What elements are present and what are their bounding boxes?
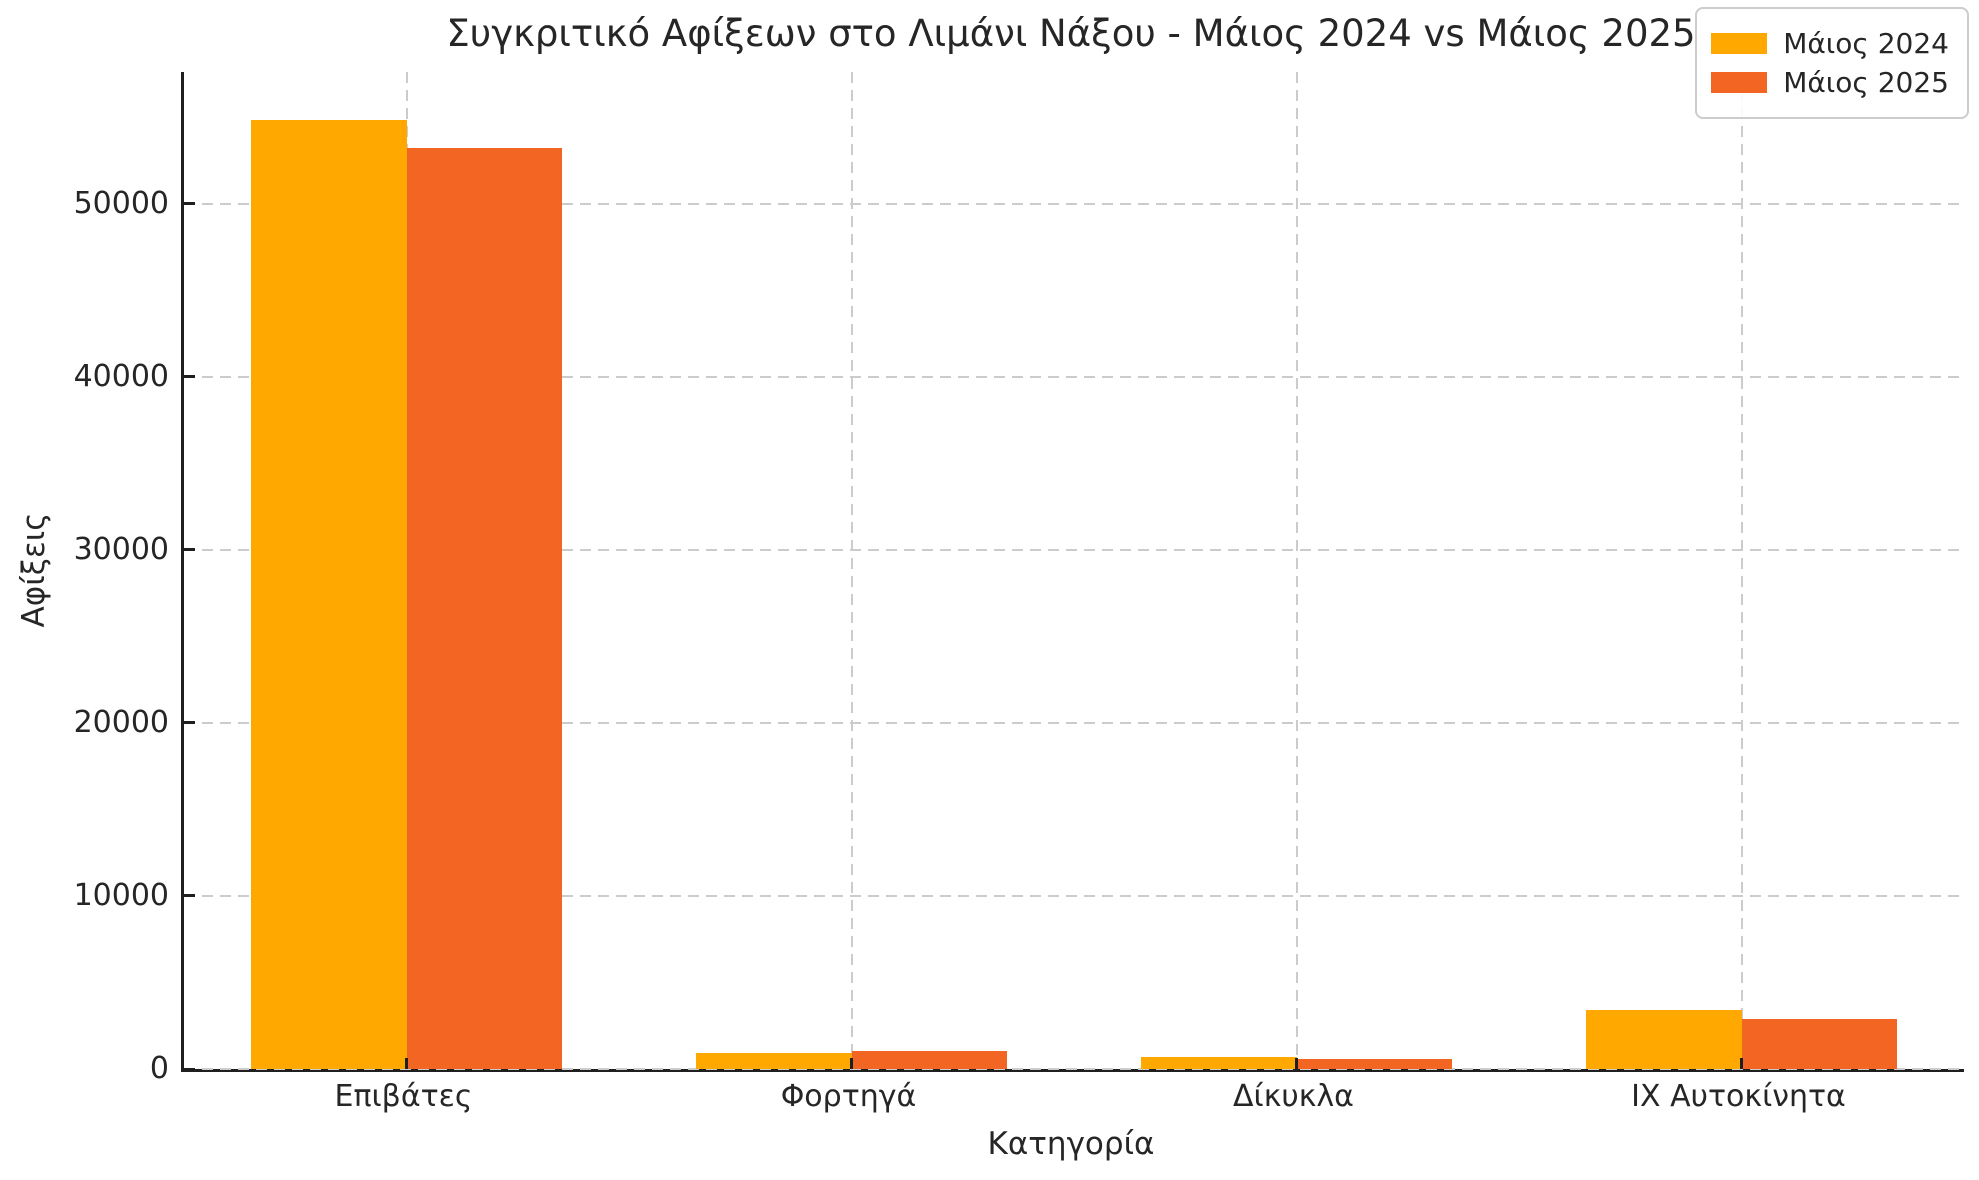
bar-μάιος-2024-cat3 [1585, 1010, 1742, 1069]
legend-label-2025: Μάιος 2025 [1783, 66, 1949, 99]
y-tick-mark [184, 721, 195, 725]
gridline-horizontal [184, 1068, 1964, 1070]
x-axis-label: Κατηγορία [987, 1126, 1155, 1162]
gridline-vertical [1740, 72, 1743, 1069]
y-axis-label: Αφίξεις [16, 512, 52, 628]
x-tick-label: Φορτηγά [780, 1079, 917, 1114]
legend: Μάιος 2024 Μάιος 2025 [1695, 7, 1969, 119]
gridline-horizontal [184, 548, 1964, 551]
x-tick-label: Δίκυκλα [1233, 1079, 1354, 1114]
y-tick-mark [184, 548, 195, 552]
bar-μάιος-2025-cat2 [1296, 1058, 1453, 1069]
x-tick-label: Επιβάτες [334, 1079, 473, 1114]
bar-μάιος-2024-cat1 [695, 1053, 852, 1069]
gridline-horizontal [184, 202, 1964, 205]
gridline-vertical [1295, 72, 1298, 1069]
x-tick-mark [405, 1058, 408, 1069]
chart-title: Συγκριτικό Αφίξεων στο Λιμάνι Νάξου - Μά… [446, 12, 1696, 55]
x-tick-mark [1740, 1058, 1743, 1069]
bar-μάιος-2024-cat0 [250, 119, 407, 1069]
legend-swatch-2025 [1711, 72, 1768, 93]
gridline-vertical [850, 72, 853, 1069]
legend-label-2024: Μάιος 2024 [1783, 27, 1949, 60]
y-tick-label: 40000 [73, 358, 169, 394]
plot-area [181, 72, 1964, 1072]
gridline-horizontal [184, 894, 1964, 897]
y-tick-mark [184, 1067, 195, 1071]
x-tick-mark [1295, 1058, 1298, 1069]
y-tick-label: 0 [149, 1051, 169, 1086]
legend-item-2025: Μάιος 2025 [1711, 66, 1949, 99]
y-tick-label: 10000 [73, 877, 169, 913]
y-tick-mark [184, 375, 195, 379]
bar-μάιος-2025-cat0 [406, 148, 563, 1069]
gridline-horizontal [184, 375, 1964, 378]
y-tick-mark [184, 202, 195, 206]
y-tick-label: 20000 [73, 704, 169, 740]
gridline-horizontal [184, 721, 1964, 724]
bar-μάιος-2025-cat3 [1741, 1018, 1898, 1069]
y-tick-mark [184, 894, 195, 898]
bar-μάιος-2025-cat1 [851, 1050, 1008, 1069]
bar-μάιος-2024-cat2 [1140, 1056, 1297, 1069]
y-tick-label: 50000 [73, 185, 169, 221]
y-tick-label: 30000 [73, 531, 169, 567]
x-tick-mark [850, 1058, 853, 1069]
x-tick-label: ΙΧ Αυτοκίνητα [1631, 1079, 1846, 1114]
legend-item-2024: Μάιος 2024 [1711, 27, 1949, 60]
legend-swatch-2024 [1711, 33, 1768, 54]
